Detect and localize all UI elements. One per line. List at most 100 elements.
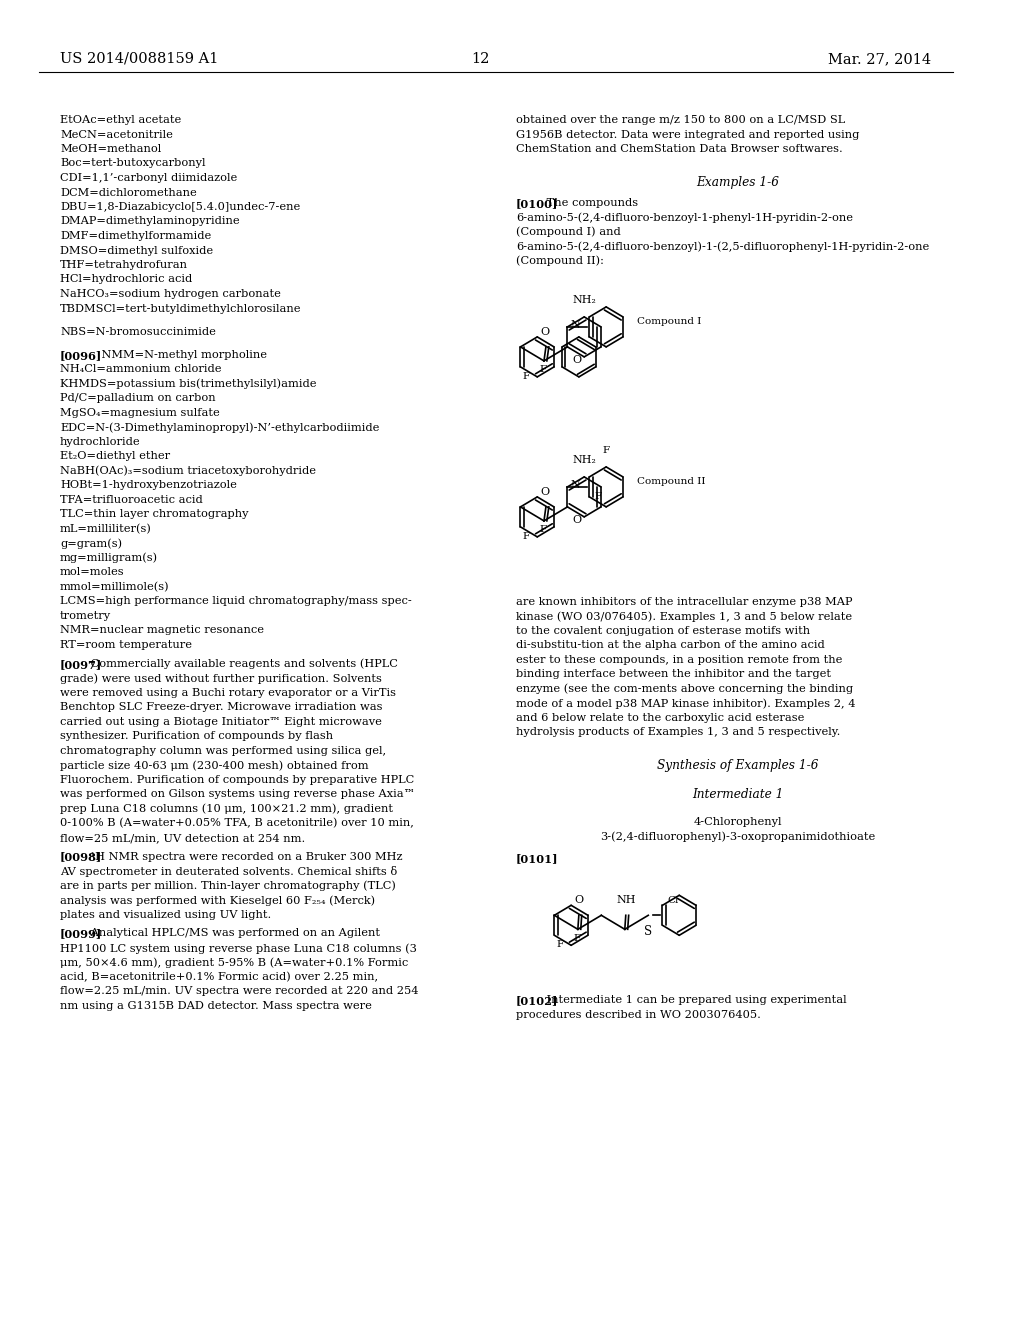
Text: to the covalent conjugation of esterase motifs with: to the covalent conjugation of esterase …: [516, 626, 810, 636]
Text: particle size 40-63 μm (230-400 mesh) obtained from: particle size 40-63 μm (230-400 mesh) ob…: [60, 760, 369, 771]
Text: flow=2.25 mL/min. UV spectra were recorded at 220 and 254: flow=2.25 mL/min. UV spectra were record…: [60, 986, 419, 997]
Text: Boc=tert-butoxycarbonyl: Boc=tert-butoxycarbonyl: [60, 158, 206, 169]
Text: Commercially available reagents and solvents (HPLC: Commercially available reagents and solv…: [87, 659, 397, 669]
Text: [0098]: [0098]: [60, 851, 102, 862]
Text: AV spectrometer in deuterated solvents. Chemical shifts δ: AV spectrometer in deuterated solvents. …: [60, 866, 397, 876]
Text: 6-amino-5-(2,4-difluoro-benzoyl-1-phenyl-1H-pyridin-2-one: 6-amino-5-(2,4-difluoro-benzoyl-1-phenyl…: [516, 213, 853, 223]
Text: DBU=1,8-Diazabicyclo[5.4.0]undec-7-ene: DBU=1,8-Diazabicyclo[5.4.0]undec-7-ene: [60, 202, 300, 213]
Text: DMF=dimethylformamide: DMF=dimethylformamide: [60, 231, 211, 242]
Text: LCMS=high performance liquid chromatography/mass spec-: LCMS=high performance liquid chromatogra…: [60, 597, 412, 606]
Text: flow=25 mL/min, UV detection at 254 nm.: flow=25 mL/min, UV detection at 254 nm.: [60, 833, 305, 842]
Text: F: F: [522, 372, 529, 381]
Text: μm, 50×4.6 mm), gradient 5-95% B (A=water+0.1% Formic: μm, 50×4.6 mm), gradient 5-95% B (A=wate…: [60, 957, 409, 968]
Text: prep Luna C18 columns (10 μm, 100×21.2 mm), gradient: prep Luna C18 columns (10 μm, 100×21.2 m…: [60, 804, 393, 814]
Text: O: O: [572, 355, 582, 364]
Text: 4-Chlorophenyl: 4-Chlorophenyl: [693, 817, 782, 828]
Text: HCl=hydrochloric acid: HCl=hydrochloric acid: [60, 275, 193, 285]
Text: O: O: [574, 895, 584, 906]
Text: mL=milliliter(s): mL=milliliter(s): [60, 524, 152, 535]
Text: enzyme (see the com-ments above concerning the binding: enzyme (see the com-ments above concerni…: [516, 684, 853, 694]
Text: Analytical HPLC/MS was performed on an Agilent: Analytical HPLC/MS was performed on an A…: [87, 928, 380, 939]
Text: Fluorochem. Purification of compounds by preparative HPLC: Fluorochem. Purification of compounds by…: [60, 775, 415, 785]
Text: chromatography column was performed using silica gel,: chromatography column was performed usin…: [60, 746, 386, 756]
Text: NMR=nuclear magnetic resonance: NMR=nuclear magnetic resonance: [60, 626, 264, 635]
Text: mol=moles: mol=moles: [60, 568, 125, 577]
Text: [0096]: [0096]: [60, 350, 102, 360]
Text: are known inhibitors of the intracellular enzyme p38 MAP: are known inhibitors of the intracellula…: [516, 597, 852, 607]
Text: TBDMSCl=tert-butyldimethylchlorosilane: TBDMSCl=tert-butyldimethylchlorosilane: [60, 304, 301, 314]
Text: Benchtop SLC Freeze-dryer. Microwave irradiation was: Benchtop SLC Freeze-dryer. Microwave irr…: [60, 702, 383, 713]
Text: CDI=1,1’-carbonyl diimidazole: CDI=1,1’-carbonyl diimidazole: [60, 173, 238, 183]
Text: EDC=N-(3-Dimethylaminopropyl)-N’-ethylcarbodiimide: EDC=N-(3-Dimethylaminopropyl)-N’-ethylca…: [60, 422, 380, 433]
Text: F: F: [556, 940, 563, 949]
Text: grade) were used without further purification. Solvents: grade) were used without further purific…: [60, 673, 382, 684]
Text: The compounds: The compounds: [543, 198, 638, 207]
Text: MeOH=methanol: MeOH=methanol: [60, 144, 161, 154]
Text: [0101]: [0101]: [516, 854, 558, 865]
Text: Cl: Cl: [668, 896, 679, 904]
Text: DMAP=dimethylaminopyridine: DMAP=dimethylaminopyridine: [60, 216, 240, 227]
Text: F: F: [540, 525, 546, 535]
Text: hydrolysis products of Examples 1, 3 and 5 respectively.: hydrolysis products of Examples 1, 3 and…: [516, 727, 841, 738]
Text: Compound II: Compound II: [637, 478, 706, 486]
Text: (Compound I) and: (Compound I) and: [516, 227, 621, 238]
Text: NH: NH: [616, 895, 636, 906]
Text: HP1100 LC system using reverse phase Luna C18 columns (3: HP1100 LC system using reverse phase Lun…: [60, 942, 417, 953]
Text: [0102]: [0102]: [516, 995, 558, 1006]
Text: plates and visualized using UV light.: plates and visualized using UV light.: [60, 909, 271, 920]
Text: NMM=N-methyl morpholine: NMM=N-methyl morpholine: [87, 350, 266, 360]
Text: O: O: [541, 327, 550, 337]
Text: 0-100% B (A=water+0.05% TFA, B acetonitrile) over 10 min,: 0-100% B (A=water+0.05% TFA, B acetonitr…: [60, 818, 414, 829]
Text: ChemStation and ChemStation Data Browser softwares.: ChemStation and ChemStation Data Browser…: [516, 144, 843, 154]
Text: was performed on Gilson systems using reverse phase Axia™: was performed on Gilson systems using re…: [60, 789, 415, 799]
Text: acid, B=acetonitrile+0.1% Formic acid) over 2.25 min,: acid, B=acetonitrile+0.1% Formic acid) o…: [60, 972, 378, 982]
Text: Compound I: Compound I: [637, 317, 701, 326]
Text: obtained over the range m/z 150 to 800 on a LC/MSD SL: obtained over the range m/z 150 to 800 o…: [516, 115, 845, 125]
Text: [0097]: [0097]: [60, 659, 102, 669]
Text: F: F: [602, 446, 609, 455]
Text: US 2014/0088159 A1: US 2014/0088159 A1: [60, 51, 218, 66]
Text: F: F: [573, 933, 581, 942]
Text: NH₂: NH₂: [572, 455, 596, 465]
Text: TFA=trifluoroacetic acid: TFA=trifluoroacetic acid: [60, 495, 203, 504]
Text: NH₄Cl=ammonium chloride: NH₄Cl=ammonium chloride: [60, 364, 221, 375]
Text: [0099]: [0099]: [60, 928, 102, 940]
Text: DMSO=dimethyl sulfoxide: DMSO=dimethyl sulfoxide: [60, 246, 213, 256]
Text: TLC=thin layer chromatography: TLC=thin layer chromatography: [60, 510, 249, 519]
Text: Examples 1-6: Examples 1-6: [696, 176, 779, 189]
Text: 12: 12: [471, 51, 489, 66]
Text: F: F: [540, 366, 546, 375]
Text: g=gram(s): g=gram(s): [60, 539, 122, 549]
Text: N: N: [570, 480, 581, 490]
Text: Mar. 27, 2014: Mar. 27, 2014: [828, 51, 931, 66]
Text: F: F: [522, 532, 529, 541]
Text: HOBt=1-hydroxybenzotriazole: HOBt=1-hydroxybenzotriazole: [60, 480, 237, 491]
Text: O: O: [572, 515, 582, 525]
Text: nm using a G1315B DAD detector. Mass spectra were: nm using a G1315B DAD detector. Mass spe…: [60, 1001, 372, 1011]
Text: NaBH(OAc)₃=sodium triacetoxyborohydride: NaBH(OAc)₃=sodium triacetoxyborohydride: [60, 466, 316, 477]
Text: are in parts per million. Thin-layer chromatography (TLC): are in parts per million. Thin-layer chr…: [60, 880, 396, 891]
Text: Pd/C=palladium on carbon: Pd/C=palladium on carbon: [60, 393, 216, 404]
Text: Et₂O=diethyl ether: Et₂O=diethyl ether: [60, 451, 170, 462]
Text: procedures described in WO 2003076405.: procedures described in WO 2003076405.: [516, 1010, 761, 1020]
Text: Intermediate 1: Intermediate 1: [692, 788, 783, 801]
Text: (Compound II):: (Compound II):: [516, 256, 604, 267]
Text: NaHCO₃=sodium hydrogen carbonate: NaHCO₃=sodium hydrogen carbonate: [60, 289, 281, 300]
Text: EtOAc=ethyl acetate: EtOAc=ethyl acetate: [60, 115, 181, 125]
Text: G1956B detector. Data were integrated and reported using: G1956B detector. Data were integrated an…: [516, 129, 859, 140]
Text: were removed using a Buchi rotary evaporator or a VirTis: were removed using a Buchi rotary evapor…: [60, 688, 396, 698]
Text: RT=room temperature: RT=room temperature: [60, 640, 193, 649]
Text: and 6 below relate to the carboxylic acid esterase: and 6 below relate to the carboxylic aci…: [516, 713, 804, 723]
Text: analysis was performed with Kieselgel 60 F₂₅₄ (Merck): analysis was performed with Kieselgel 60…: [60, 895, 375, 906]
Text: MgSO₄=magnesium sulfate: MgSO₄=magnesium sulfate: [60, 408, 220, 418]
Text: kinase (WO 03/076405). Examples 1, 3 and 5 below relate: kinase (WO 03/076405). Examples 1, 3 and…: [516, 611, 852, 622]
Text: THF=tetrahydrofuran: THF=tetrahydrofuran: [60, 260, 188, 271]
Text: MeCN=acetonitrile: MeCN=acetonitrile: [60, 129, 173, 140]
Text: F: F: [594, 492, 601, 502]
Text: 3-(2,4-difluorophenyl)-3-oxopropanimidothioate: 3-(2,4-difluorophenyl)-3-oxopropanimidot…: [600, 832, 876, 842]
Text: NBS=N-bromosuccinimide: NBS=N-bromosuccinimide: [60, 327, 216, 337]
Text: Intermediate 1 can be prepared using experimental: Intermediate 1 can be prepared using exp…: [543, 995, 846, 1006]
Text: 6-amino-5-(2,4-difluoro-benzoyl)-1-(2,5-difluorophenyl-1H-pyridin-2-one: 6-amino-5-(2,4-difluoro-benzoyl)-1-(2,5-…: [516, 242, 929, 252]
Text: carried out using a Biotage Initiator™ Eight microwave: carried out using a Biotage Initiator™ E…: [60, 717, 382, 727]
Text: mode of a model p38 MAP kinase inhibitor). Examples 2, 4: mode of a model p38 MAP kinase inhibitor…: [516, 698, 855, 709]
